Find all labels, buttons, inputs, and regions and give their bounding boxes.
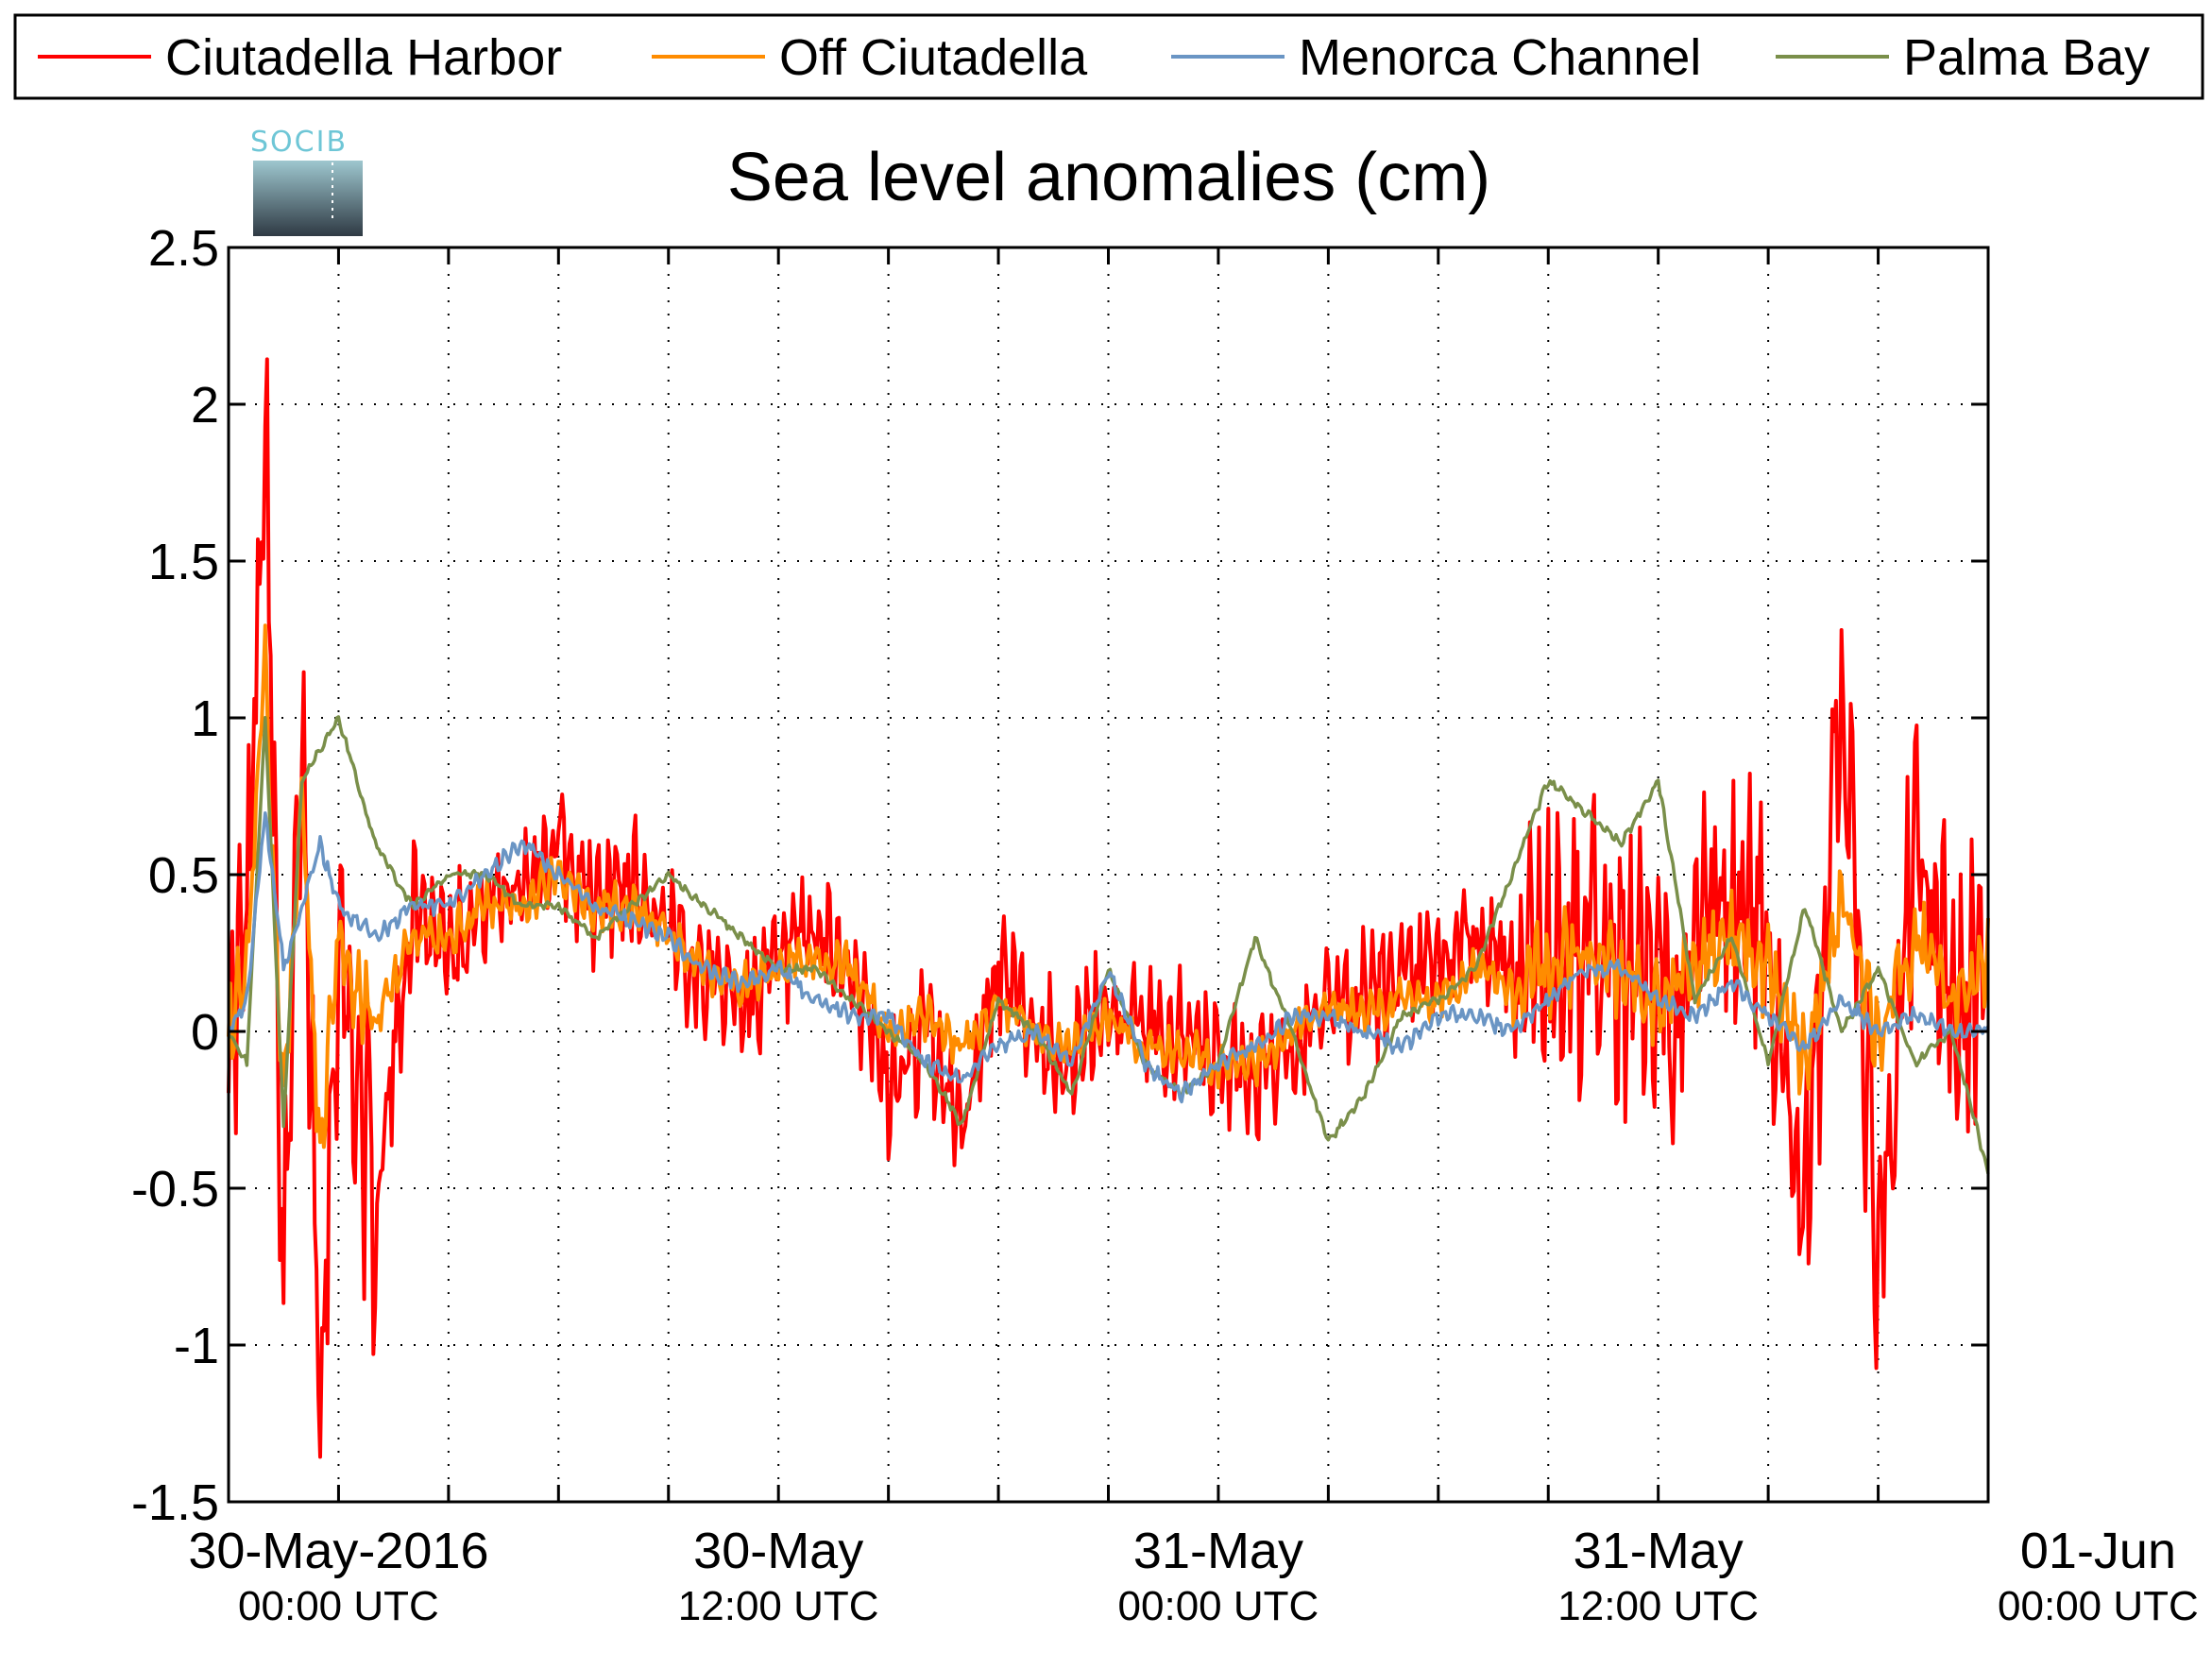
x-tick-label-date: 31-May	[1133, 1523, 1303, 1579]
y-tick-label: 0.5	[148, 847, 219, 904]
y-tick-label: 2	[191, 377, 219, 434]
x-tick-label-date: 30-May	[693, 1523, 863, 1579]
legend-item: Palma Bay	[1776, 29, 2150, 86]
legend-item: Menorca Channel	[1171, 29, 1701, 86]
x-tick-label-time: 12:00 UTC	[1557, 1583, 1759, 1629]
series-line	[227, 623, 1990, 1150]
series-line	[227, 810, 1990, 1104]
series-line	[227, 715, 1990, 1175]
x-tick-label-date: 01-Jun	[2020, 1523, 2176, 1579]
logo-text: SOCIB	[250, 126, 348, 159]
x-tick-label-date: 31-May	[1574, 1523, 1744, 1579]
x-tick-label-time: 00:00 UTC	[238, 1583, 439, 1629]
legend-label: Off Ciutadella	[779, 29, 1088, 86]
chart-legend: Ciutadella Harbor Off Ciutadella Menorca C…	[13, 13, 2204, 100]
y-tick-label: -1	[174, 1318, 219, 1374]
y-tick-label: 2.5	[148, 220, 219, 277]
x-tick-label-time: 12:00 UTC	[678, 1583, 879, 1629]
legend-item: Ciutadella Harbor	[38, 29, 562, 86]
series-line	[227, 357, 1990, 1459]
socib-logo: SOCIB	[250, 126, 363, 236]
legend-item: Off Ciutadella	[652, 29, 1088, 86]
legend-label: Ciutadella Harbor	[165, 29, 562, 86]
x-tick-label-time: 00:00 UTC	[1118, 1583, 1319, 1629]
chart-title: Sea level anomalies (cm)	[727, 140, 1490, 215]
y-tick-label: -1.5	[131, 1474, 219, 1531]
x-tick-label-time: 00:00 UTC	[1998, 1583, 2199, 1629]
x-tick-label-date: 30-May-2016	[188, 1523, 488, 1579]
y-tick-label: 1	[191, 690, 219, 747]
y-tick-label: 0	[191, 1004, 219, 1061]
y-tick-label: -0.5	[131, 1161, 219, 1218]
legend-label: Palma Bay	[1903, 29, 2150, 86]
y-tick-label: 1.5	[148, 534, 219, 590]
legend-label: Menorca Channel	[1299, 29, 1701, 86]
